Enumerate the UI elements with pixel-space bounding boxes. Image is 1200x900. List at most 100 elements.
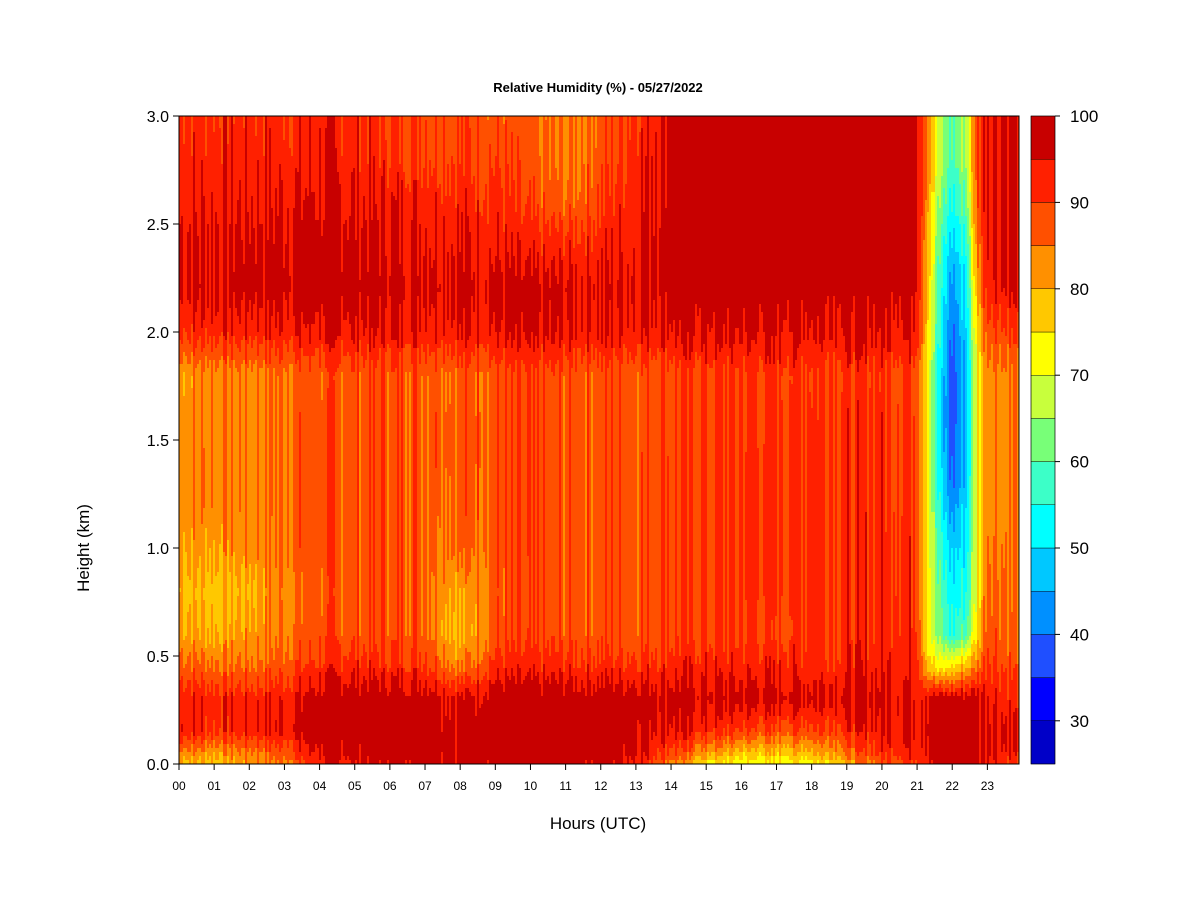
heatmap-cell bbox=[305, 664, 308, 692]
heatmap-cell bbox=[709, 368, 712, 644]
heatmap-cell bbox=[913, 116, 916, 332]
heatmap-cell bbox=[291, 116, 294, 156]
heatmap-cell bbox=[879, 116, 882, 328]
heatmap-cell bbox=[547, 220, 550, 268]
heatmap-cell bbox=[303, 760, 306, 764]
heatmap-cell bbox=[181, 744, 184, 752]
heatmap-cell bbox=[783, 744, 786, 756]
heatmap-cell bbox=[275, 116, 278, 188]
heatmap-cell bbox=[523, 332, 526, 364]
heatmap-cell bbox=[701, 672, 704, 724]
heatmap-cell bbox=[351, 116, 354, 172]
heatmap-cell bbox=[739, 344, 742, 680]
heatmap-cell bbox=[1011, 116, 1014, 292]
heatmap-cell bbox=[817, 752, 820, 760]
heatmap-cell bbox=[355, 352, 358, 660]
heatmap-cell bbox=[761, 744, 764, 756]
heatmap-cell bbox=[839, 724, 842, 744]
heatmap-cell bbox=[303, 668, 306, 696]
heatmap-cell bbox=[203, 588, 206, 600]
heatmap-cell bbox=[825, 760, 828, 764]
heatmap-cell bbox=[715, 760, 718, 764]
heatmap-cell bbox=[453, 256, 456, 320]
heatmap-cell bbox=[425, 228, 428, 332]
heatmap-cell bbox=[653, 756, 656, 764]
heatmap-cell bbox=[451, 680, 454, 696]
heatmap-cell bbox=[719, 720, 722, 740]
heatmap-cell bbox=[387, 188, 390, 344]
heatmap-cell bbox=[643, 684, 646, 752]
heatmap-cell bbox=[935, 688, 938, 696]
heatmap-cell bbox=[801, 300, 804, 356]
heatmap-cell bbox=[829, 684, 832, 708]
heatmap-cell bbox=[203, 320, 206, 348]
heatmap-cell bbox=[345, 684, 348, 760]
heatmap-cell bbox=[233, 744, 236, 756]
heatmap-cell bbox=[763, 372, 766, 444]
heatmap-cell bbox=[219, 752, 222, 764]
heatmap-cell bbox=[385, 256, 388, 308]
heatmap-cells bbox=[179, 116, 1020, 764]
heatmap-cell bbox=[955, 424, 958, 504]
heatmap-cell bbox=[775, 724, 778, 736]
heatmap-cell bbox=[921, 656, 924, 680]
heatmap-cell bbox=[697, 316, 700, 360]
heatmap-cell bbox=[981, 308, 984, 356]
heatmap-cell bbox=[961, 256, 964, 320]
heatmap-cell bbox=[623, 744, 626, 764]
heatmap-cell bbox=[637, 636, 640, 672]
heatmap-cell bbox=[309, 676, 312, 756]
heatmap-cell bbox=[897, 328, 900, 368]
heatmap-cell bbox=[251, 348, 254, 372]
heatmap-cell bbox=[805, 748, 808, 756]
heatmap-cell bbox=[445, 116, 448, 196]
heatmap-cell bbox=[733, 752, 736, 760]
heatmap-cell bbox=[613, 760, 616, 764]
heatmap-cell bbox=[893, 512, 896, 756]
heatmap-cell bbox=[575, 676, 578, 764]
heatmap-cell bbox=[385, 352, 388, 664]
heatmap-cell bbox=[781, 596, 784, 644]
heatmap-cell bbox=[441, 668, 444, 684]
heatmap-cell bbox=[351, 640, 354, 672]
heatmap-cell bbox=[255, 136, 258, 264]
heatmap-cell bbox=[939, 116, 942, 208]
heatmap-cell bbox=[725, 680, 728, 712]
heatmap-cell bbox=[245, 568, 248, 628]
heatmap-cell bbox=[197, 340, 200, 364]
heatmap-cell bbox=[211, 604, 214, 656]
heatmap-cell bbox=[989, 756, 992, 764]
heatmap-cell bbox=[275, 568, 278, 636]
heatmap-cell bbox=[415, 348, 418, 668]
heatmap-cell bbox=[421, 696, 424, 764]
heatmap-cell bbox=[469, 652, 472, 676]
heatmap-cell bbox=[309, 756, 312, 764]
heatmap-cell bbox=[273, 244, 276, 300]
heatmap-cell bbox=[811, 700, 814, 724]
heatmap-cell bbox=[507, 340, 510, 368]
heatmap-cell bbox=[445, 716, 448, 764]
heatmap-cell bbox=[465, 688, 468, 764]
heatmap-cell bbox=[787, 300, 790, 356]
heatmap-cell bbox=[519, 116, 522, 160]
heatmap-cell bbox=[939, 672, 942, 680]
heatmap-cell bbox=[859, 732, 862, 752]
heatmap-cell bbox=[449, 672, 452, 688]
heatmap-cell bbox=[397, 348, 400, 668]
heatmap-cell bbox=[189, 224, 192, 304]
heatmap-cell bbox=[483, 348, 486, 552]
heatmap-cell bbox=[963, 488, 966, 568]
heatmap-cell bbox=[549, 684, 552, 764]
heatmap-cell bbox=[679, 320, 682, 360]
heatmap-cell bbox=[463, 684, 466, 700]
heatmap-cell bbox=[403, 348, 406, 668]
heatmap-cell bbox=[193, 356, 196, 540]
heatmap-cell bbox=[519, 160, 522, 240]
heatmap-cell bbox=[969, 668, 972, 676]
heatmap-cell bbox=[565, 292, 568, 356]
heatmap-cell bbox=[671, 332, 674, 364]
heatmap-cell bbox=[685, 360, 688, 656]
heatmap-cell bbox=[343, 116, 346, 224]
heatmap-cell bbox=[869, 328, 872, 372]
